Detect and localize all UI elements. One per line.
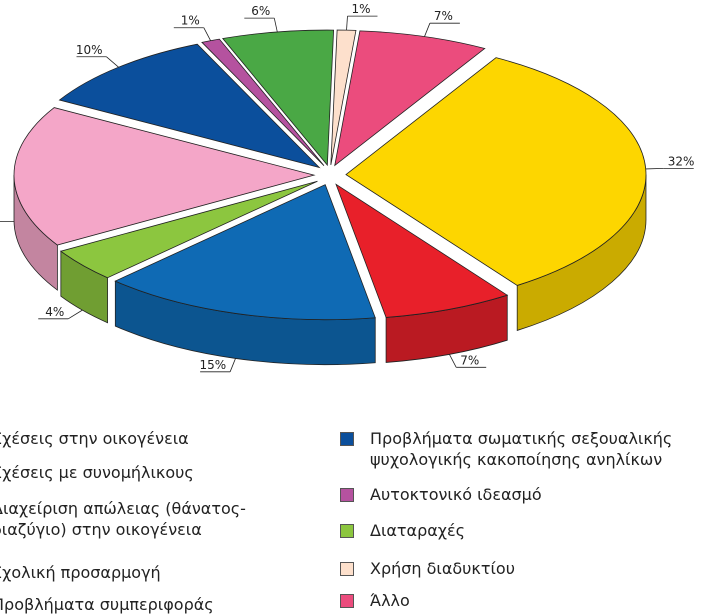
data-label: 10% [76,43,103,57]
data-label: 15% [199,358,226,372]
leader-line [229,358,236,372]
legend-swatch [340,562,354,576]
legend-label: Χρήση διαδυκτίου [370,559,515,578]
legend-item: Αυτοκτονικό ιδεασμό [340,484,710,505]
leader-line [68,309,83,320]
data-label: 7% [460,353,479,367]
legend-item: Προβλήματα σωματικής σεξουαλικής ψυχολογ… [340,428,710,470]
leader-line [106,56,119,68]
legend-item: Σχέσεις με συνομήλικους [0,462,270,483]
leader-line [645,167,664,170]
data-label: 7% [434,9,453,23]
legend-label: Διαχείριση απώλειας (θάνατος-διαζύγιο) σ… [0,499,246,539]
leader-line [424,23,431,37]
legend-item: Προβλήματα συμπεριφοράς [0,594,270,614]
legend-label: Αυτοκτονικό ιδεασμό [370,485,542,504]
slice [335,183,509,318]
legend-label: Σχολική προσαρμογή [0,563,161,582]
chart: 32%7%15%4%17%10%1%6%1%7% [0,2,695,373]
data-label: 1% [351,2,370,16]
legend-item: Διαταραχές [340,520,710,541]
legend-label: Άλλο [370,591,410,610]
legend-item: Άλλο [340,590,710,611]
legend-label: Διαταραχές [370,521,466,540]
legend-label: Προβλήματα συμπεριφοράς [0,595,214,614]
legend-item: Διαχείριση απώλειας (θάνατος-διαζύγιο) σ… [0,498,270,540]
data-label: 32% [668,154,695,168]
legend-item: Χρήση διαδυκτίου [340,558,710,579]
data-label: 4% [45,305,64,319]
legend-swatch [340,488,354,502]
leader-line [449,354,457,368]
leader-line [273,18,278,33]
data-label: 1% [181,14,200,28]
legend-label: Σχέσεις στην οικογένεια [0,429,189,448]
data-label: 6% [251,4,270,18]
slice [13,107,316,246]
legend-swatch [340,594,354,608]
legend-swatch [340,432,354,446]
legend-item: Σχέσεις στην οικογένεια [0,428,270,449]
slice [114,184,376,320]
leader-line [203,27,211,41]
legend-label: Προβλήματα σωματικής σεξουαλικής ψυχολογ… [370,429,673,469]
legend-item: Σχολική προσαρμογή [0,562,270,583]
legend-label: Σχέσεις με συνομήλικους [0,463,194,482]
leader-line [346,16,348,31]
slice [345,57,647,286]
slice [201,38,325,166]
legend-swatch [340,524,354,538]
slice [59,180,318,279]
slice [58,43,321,169]
